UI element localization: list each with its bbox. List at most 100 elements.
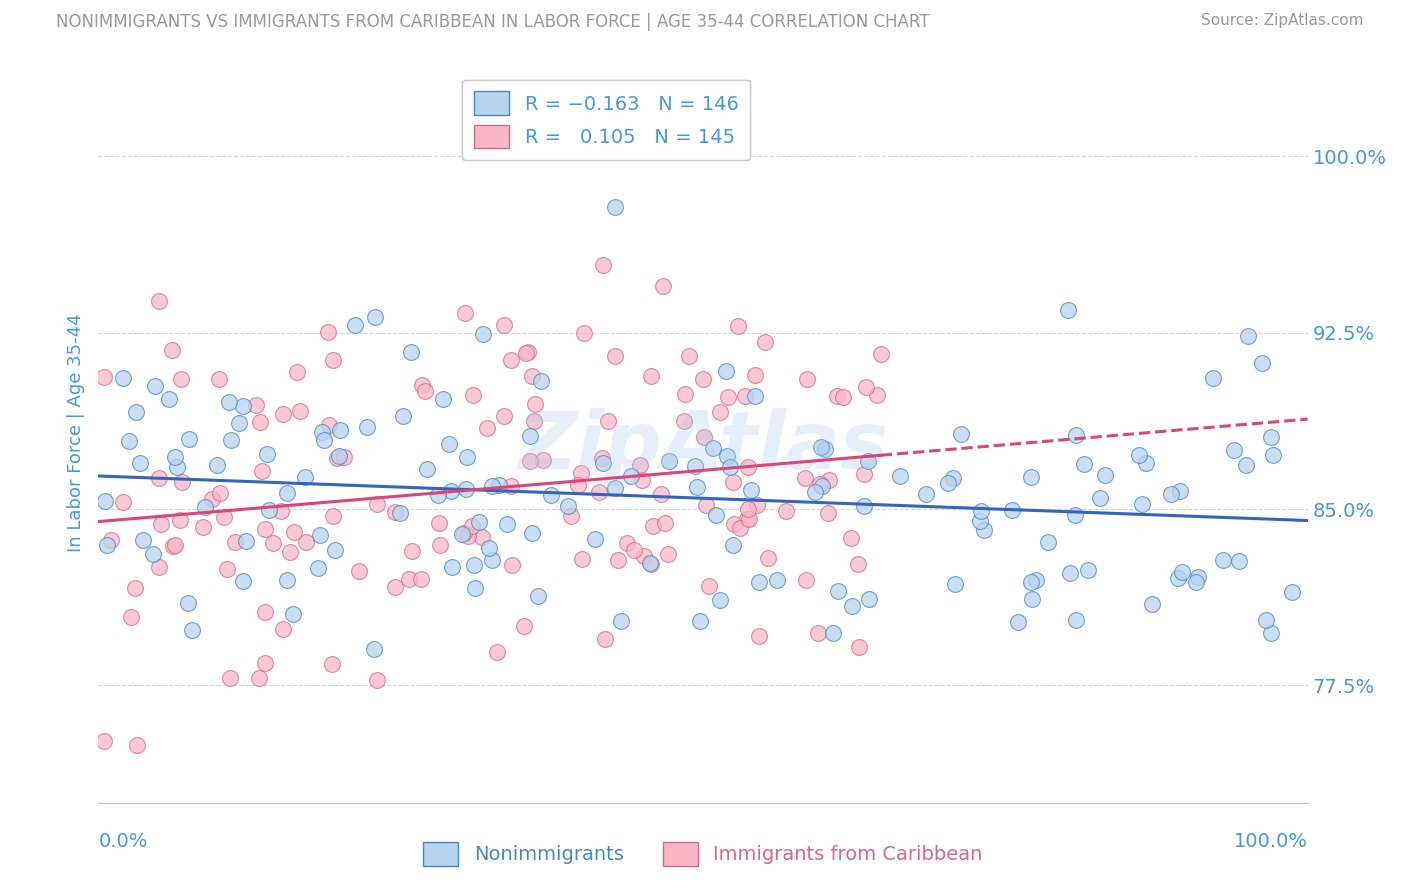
Point (748, 630, 770, 644)
Point (1064, 613, 1087, 627)
Point (605, 201, 627, 215)
Point (221, 434, 243, 448)
Point (177, 433, 200, 447)
Point (499, 479, 522, 493)
Point (488, 478, 510, 492)
Point (1140, 597, 1163, 611)
Point (478, 541, 501, 555)
Point (1227, 553, 1250, 567)
Point (463, 558, 485, 572)
Point (501, 558, 523, 573)
Point (283, 607, 305, 622)
Point (756, 550, 779, 565)
Point (326, 450, 349, 465)
Point (640, 368, 662, 383)
Point (1254, 613, 1277, 627)
Point (744, 368, 766, 382)
Point (592, 258, 614, 272)
Y-axis label: In Labor Force | Age 35-44: In Labor Force | Age 35-44 (66, 313, 84, 552)
Point (162, 539, 184, 553)
Point (148, 559, 170, 574)
Point (329, 423, 352, 437)
Point (1187, 570, 1209, 584)
Point (454, 306, 477, 320)
Point (253, 656, 276, 670)
Point (515, 346, 537, 360)
Point (464, 582, 486, 596)
Point (1036, 535, 1059, 549)
Point (620, 469, 643, 483)
Text: Source: ZipAtlas.com: Source: ZipAtlas.com (1201, 13, 1364, 29)
Point (124, 581, 146, 595)
Point (1223, 443, 1246, 458)
Point (208, 372, 231, 386)
Point (1025, 573, 1047, 587)
Point (1059, 566, 1081, 580)
Point (457, 529, 479, 543)
Point (866, 388, 889, 402)
Point (1019, 470, 1042, 484)
Text: 0.0%: 0.0% (98, 832, 148, 852)
Point (451, 527, 474, 541)
Point (869, 347, 891, 361)
Point (848, 640, 870, 655)
Point (125, 405, 148, 419)
Point (973, 523, 995, 537)
Point (401, 543, 423, 558)
Point (481, 479, 503, 493)
Point (245, 398, 267, 412)
Point (827, 584, 849, 599)
Point (775, 503, 797, 517)
Point (1076, 562, 1098, 576)
Point (807, 626, 830, 640)
Point (808, 476, 831, 491)
Point (567, 477, 589, 491)
Point (1171, 565, 1194, 579)
Point (363, 641, 385, 656)
Point (283, 524, 305, 539)
Point (235, 534, 257, 549)
Point (685, 458, 707, 473)
Point (384, 580, 406, 594)
Point (270, 504, 292, 518)
Point (294, 470, 316, 484)
Point (641, 519, 664, 533)
Point (1212, 553, 1234, 567)
Point (205, 458, 228, 473)
Point (96, 538, 118, 552)
Point (623, 542, 645, 557)
Point (583, 532, 606, 546)
Point (709, 593, 731, 607)
Point (460, 518, 482, 533)
Point (163, 538, 186, 552)
Point (727, 318, 749, 333)
Point (588, 484, 610, 499)
Point (439, 484, 461, 499)
Point (817, 474, 839, 488)
Point (855, 380, 877, 394)
Point (165, 450, 187, 465)
Point (149, 517, 172, 532)
Point (607, 552, 630, 566)
Point (640, 557, 662, 571)
Point (1202, 371, 1225, 385)
Point (766, 573, 789, 587)
Point (249, 415, 271, 429)
Point (219, 671, 242, 685)
Point (321, 657, 343, 671)
Point (93, 733, 115, 747)
Point (1263, 448, 1285, 462)
Point (413, 384, 436, 398)
Point (494, 409, 516, 423)
Point (1237, 329, 1260, 343)
Point (811, 479, 834, 493)
Point (609, 614, 631, 628)
Point (630, 473, 652, 487)
Point (232, 399, 254, 413)
Point (440, 559, 463, 574)
Point (697, 579, 720, 593)
Text: ZipAtlas: ZipAtlas (517, 409, 889, 486)
Point (603, 481, 626, 495)
Point (692, 430, 714, 444)
Point (366, 673, 388, 687)
